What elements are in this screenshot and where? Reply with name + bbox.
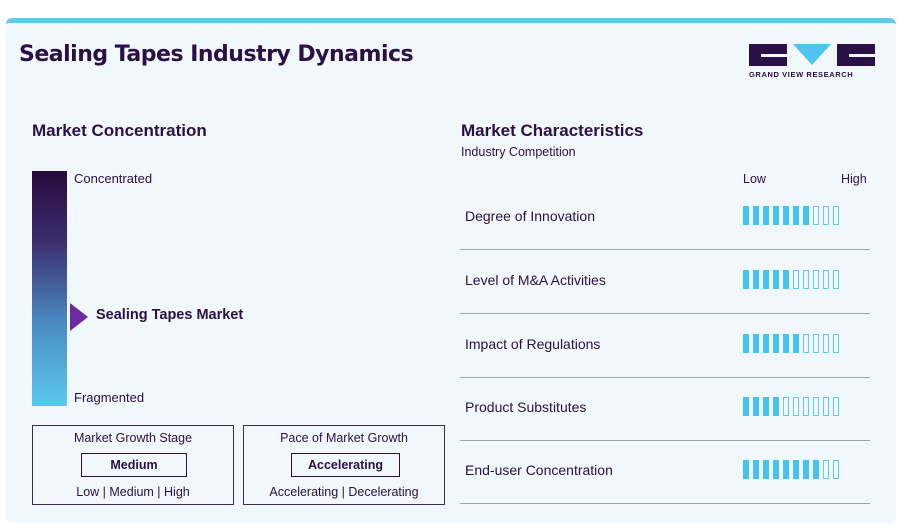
characteristic-label: Degree of Innovation [465, 208, 595, 224]
meter-segment-empty [833, 334, 839, 353]
meter-segment-filled [773, 270, 779, 289]
meter-segment-filled [753, 460, 759, 479]
page-title: Sealing Tapes Industry Dynamics [19, 42, 414, 67]
meter-segment-empty [793, 397, 799, 416]
meter-segment-filled [763, 397, 769, 416]
meter-segment-filled [753, 270, 759, 289]
growth-stage-title: Market Growth Stage [73, 431, 193, 445]
meter-segment-empty [823, 334, 829, 353]
characteristic-meter [743, 460, 839, 481]
fragmented-label: Fragmented [74, 390, 145, 405]
meter-segment-filled [783, 334, 789, 353]
meter-segment-filled [743, 206, 749, 225]
meter-segment-empty [823, 206, 829, 225]
meter-segment-filled [813, 460, 819, 479]
meter-segment-filled [753, 334, 759, 353]
meter-segment-filled [763, 460, 769, 479]
concentrated-label: Concentrated [74, 171, 153, 186]
meter-segment-empty [833, 206, 839, 225]
characteristic-meter [743, 397, 839, 418]
pace-box: Pace of Market Growth Accelerating Accel… [243, 425, 445, 505]
meter-segment-filled [773, 397, 779, 416]
meter-segment-empty [823, 270, 829, 289]
meter-segment-filled [763, 206, 769, 225]
market-position-label: Sealing Tapes Market [96, 307, 244, 323]
characteristics-heading: Market Characteristics [461, 121, 644, 140]
growth-stage-box: Market Growth Stage Medium Low | Medium … [32, 425, 234, 505]
meter-segment-empty [803, 270, 809, 289]
meter-segment-filled [743, 334, 749, 353]
meter-segment-filled [753, 206, 759, 225]
meter-segment-filled [753, 397, 759, 416]
meter-segment-filled [793, 460, 799, 479]
scale-low-label: Low [743, 172, 766, 186]
row-divider [460, 440, 870, 441]
pace-title: Pace of Market Growth [280, 431, 408, 445]
meter-segment-empty [793, 270, 799, 289]
meter-segment-empty [813, 397, 819, 416]
growth-stage-value: Medium [81, 453, 187, 477]
characteristic-label: Product Substitutes [465, 399, 587, 415]
meter-segment-filled [743, 397, 749, 416]
meter-segment-filled [773, 334, 779, 353]
characteristics-subheading: Industry Competition [461, 145, 576, 159]
concentration-heading: Market Concentration [32, 121, 207, 140]
pace-options: Accelerating | Decelerating [269, 485, 419, 499]
row-divider [460, 503, 870, 504]
meter-segment-empty [813, 334, 819, 353]
characteristic-label: Impact of Regulations [465, 336, 601, 352]
meter-segment-empty [803, 334, 809, 353]
meter-segment-filled [783, 460, 789, 479]
meter-segment-empty [833, 397, 839, 416]
meter-segment-filled [783, 206, 789, 225]
meter-segment-filled [793, 206, 799, 225]
meter-segment-empty [823, 460, 829, 479]
meter-segment-filled [803, 206, 809, 225]
row-divider [460, 377, 870, 378]
meter-segment-filled [743, 460, 749, 479]
meter-segment-filled [783, 270, 789, 289]
meter-segment-filled [743, 270, 749, 289]
meter-segment-empty [813, 206, 819, 225]
meter-segment-filled [773, 206, 779, 225]
scale-high-label: High [841, 172, 867, 186]
characteristic-meter [743, 206, 839, 227]
row-divider [460, 313, 870, 314]
meter-segment-empty [803, 397, 809, 416]
meter-segment-empty [783, 397, 789, 416]
concentration-gradient-bar [32, 171, 67, 406]
gvr-logo [749, 44, 875, 66]
logo-text: GRAND VIEW RESEARCH [749, 70, 854, 79]
characteristic-label: Level of M&A Activities [465, 272, 606, 288]
growth-stage-options: Low | Medium | High [76, 485, 190, 499]
meter-segment-filled [763, 334, 769, 353]
meter-segment-empty [833, 460, 839, 479]
meter-segment-filled [763, 270, 769, 289]
meter-segment-empty [833, 270, 839, 289]
meter-segment-filled [803, 460, 809, 479]
characteristic-label: End-user Concentration [465, 462, 613, 478]
market-position-marker [70, 303, 88, 331]
meter-segment-filled [793, 334, 799, 353]
meter-segment-empty [823, 397, 829, 416]
meter-segment-empty [813, 270, 819, 289]
characteristic-meter [743, 334, 839, 355]
characteristic-meter [743, 270, 839, 291]
row-divider [460, 249, 870, 250]
meter-segment-filled [773, 460, 779, 479]
pace-value: Accelerating [291, 453, 400, 477]
